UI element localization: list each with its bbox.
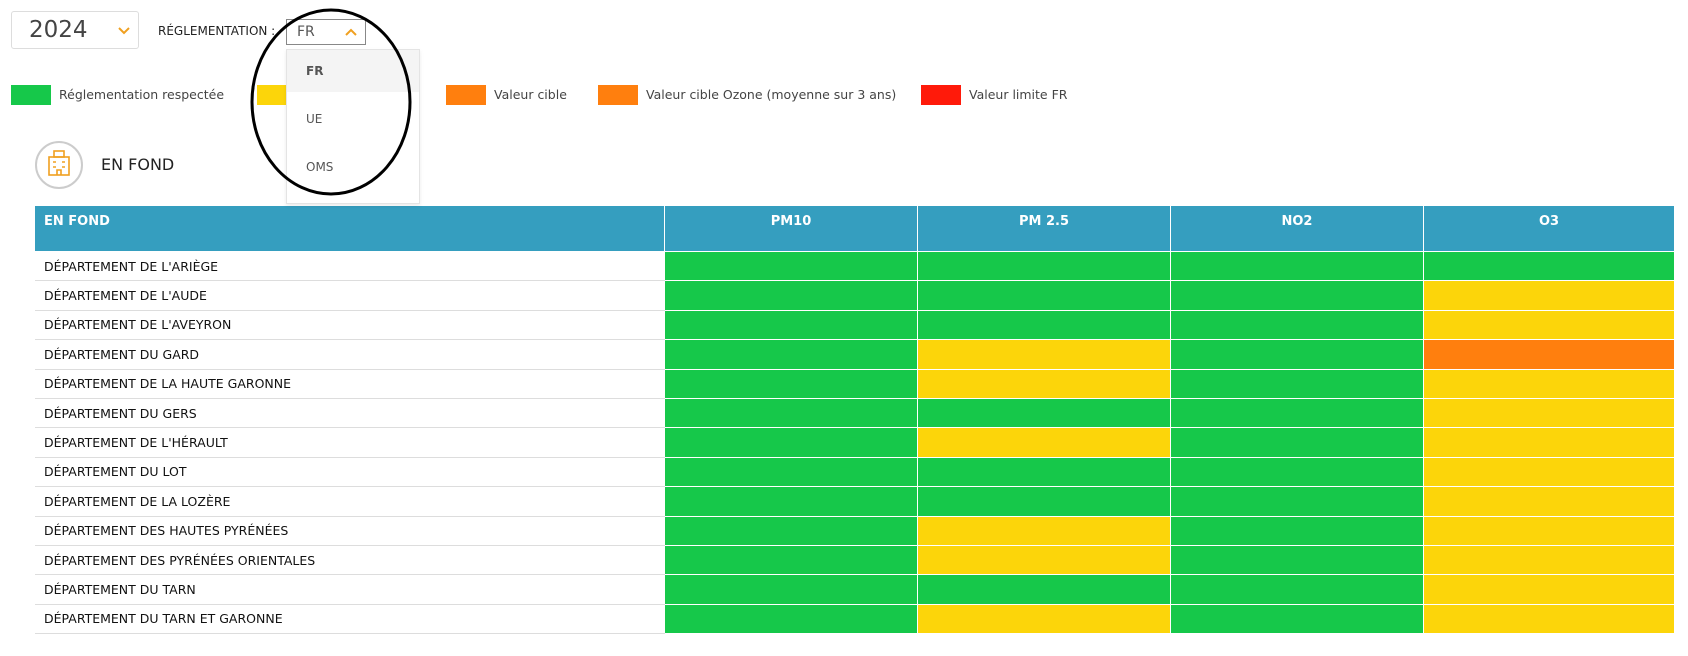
- row-name: DÉPARTEMENT DE L'HÉRAULT: [35, 428, 665, 458]
- dropdown-option[interactable]: FR: [287, 50, 419, 92]
- status-cell: [1424, 281, 1675, 311]
- status-cell: [1424, 575, 1675, 605]
- row-name: DÉPARTEMENT DES HAUTES PYRÉNÉES: [35, 517, 665, 546]
- status-cell: [665, 281, 918, 311]
- status-cell: [1171, 340, 1424, 370]
- row-name: DÉPARTEMENT DU TARN ET GARONNE: [35, 605, 665, 635]
- row-name: DÉPARTEMENT DES PYRÉNÉES ORIENTALES: [35, 546, 665, 576]
- status-cell: [1424, 428, 1675, 458]
- legend-label: Valeur cible: [494, 87, 567, 102]
- status-cell: [918, 310, 1171, 341]
- status-cell: [918, 516, 1171, 546]
- row-name: DÉPARTEMENT DE L'AUDE: [35, 281, 665, 311]
- section-icon: [35, 141, 83, 189]
- status-cell: [1171, 428, 1424, 458]
- table-header-cell: PM10: [665, 206, 918, 251]
- chevron-up: [345, 28, 357, 36]
- status-cell: [1424, 340, 1675, 370]
- dropdown-option[interactable]: OMS: [306, 160, 334, 174]
- regulation-value: FR: [297, 24, 315, 40]
- status-cell: [918, 340, 1171, 370]
- status-cell: [665, 575, 918, 605]
- legend-label: Valeur cible Ozone (moyenne sur 3 ans): [646, 87, 897, 102]
- status-cell: [665, 310, 918, 341]
- status-cell: [1424, 369, 1675, 399]
- legend-label: Réglementation respectée: [59, 87, 225, 102]
- row-name: DÉPARTEMENT DU GERS: [35, 399, 665, 429]
- status-cell: [1171, 487, 1424, 517]
- status-cell: [1171, 604, 1424, 635]
- row-name: DÉPARTEMENT DU GARD: [35, 340, 665, 370]
- status-cell: [665, 457, 918, 488]
- row-name: DÉPARTEMENT DE L'AVEYRON: [35, 311, 665, 341]
- status-cell: [918, 399, 1171, 429]
- regulation-dropdown: FR UE OMS: [286, 49, 420, 204]
- status-cell: [1171, 575, 1424, 605]
- status-cell: [665, 546, 918, 576]
- row-name: DÉPARTEMENT DE LA HAUTE GARONNE: [35, 370, 665, 399]
- status-cell: [918, 457, 1171, 488]
- status-cell: [1424, 516, 1675, 546]
- table-header-cell: NO2: [1171, 206, 1424, 251]
- section-title: EN FOND: [101, 155, 175, 174]
- year-value: 2024: [29, 17, 88, 43]
- row-name: DÉPARTEMENT DU LOT: [35, 458, 665, 488]
- status-cell: [1424, 310, 1675, 341]
- legend-swatch: [11, 85, 51, 105]
- status-cell: [1171, 546, 1424, 576]
- table-header-cell: EN FOND: [35, 206, 665, 251]
- legend-swatch: [446, 85, 486, 105]
- status-cell: [1424, 457, 1675, 488]
- regulation-label: RÉGLEMENTATION :: [158, 24, 276, 38]
- status-cell: [665, 487, 918, 517]
- table-header-cell: O3: [1424, 206, 1675, 251]
- status-cell: [1424, 399, 1675, 429]
- status-cell: [665, 604, 918, 635]
- row-name: DÉPARTEMENT DE L'ARIÈGE: [35, 252, 665, 282]
- row-name: DÉPARTEMENT DU TARN: [35, 575, 665, 605]
- status-cell: [918, 546, 1171, 576]
- chevron-down: [118, 27, 130, 35]
- status-cell: [1171, 399, 1424, 429]
- status-cell: [665, 340, 918, 370]
- status-cell: [665, 369, 918, 399]
- status-cell: [665, 252, 918, 282]
- status-cell: [918, 428, 1171, 458]
- status-cell: [665, 399, 918, 429]
- status-cell: [1171, 281, 1424, 311]
- status-cell: [1424, 604, 1675, 635]
- legend-swatch: [921, 85, 961, 105]
- regulation-select[interactable]: FR: [286, 19, 366, 45]
- legend-swatch: [598, 85, 638, 105]
- status-cell: [918, 281, 1171, 311]
- status-cell: [1424, 487, 1675, 517]
- status-cell: [918, 252, 1171, 282]
- status-cell: [1171, 310, 1424, 341]
- status-cell: [1424, 252, 1675, 282]
- status-cell: [1424, 546, 1675, 576]
- legend-label: Valeur limite FR: [969, 87, 1068, 102]
- status-cell: [1171, 457, 1424, 488]
- status-cell: [918, 487, 1171, 517]
- status-cell: [665, 428, 918, 458]
- status-cell: [1171, 516, 1424, 546]
- status-cell: [918, 575, 1171, 605]
- status-cell: [1171, 252, 1424, 282]
- table-header-cell: PM 2.5: [918, 206, 1171, 251]
- year-select[interactable]: 2024: [11, 11, 139, 49]
- status-cell: [665, 516, 918, 546]
- row-name: DÉPARTEMENT DE LA LOZÈRE: [35, 487, 665, 517]
- dropdown-option[interactable]: UE: [306, 112, 323, 126]
- status-cell: [918, 604, 1171, 635]
- status-cell: [1171, 369, 1424, 399]
- status-cell: [918, 369, 1171, 399]
